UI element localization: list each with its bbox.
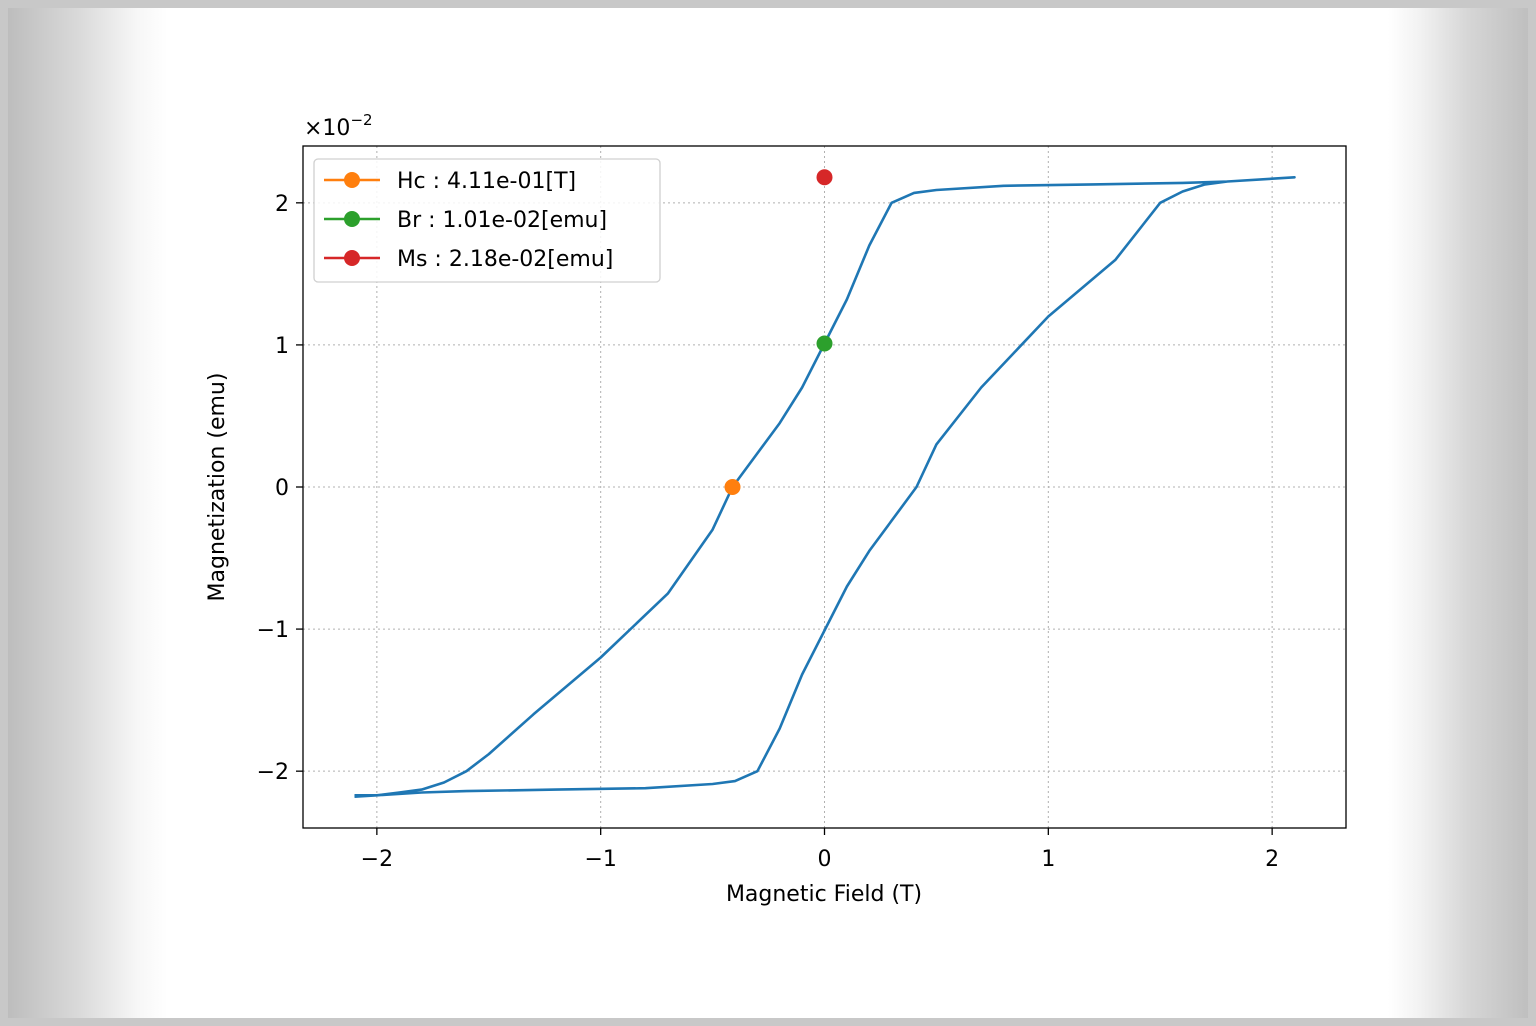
legend-marker (344, 172, 360, 188)
legend: Hc : 4.11e-01[T] Br : 1.01e-02[emu] Ms : 2… (313, 158, 661, 283)
y-tick-label: 0 (275, 476, 289, 501)
hysteresis-loop-line (354, 176, 1296, 798)
legend-entry-hc: Hc : 4.11e-01[T] (324, 169, 576, 194)
x-axis-label: Magnetic Field (T) (726, 882, 922, 907)
legend-entry-br: Br : 1.01e-02[emu] (324, 208, 607, 233)
x-tick-label: 0 (818, 847, 832, 872)
y-tick-label: 2 (275, 192, 289, 217)
y-tick-label: 1 (275, 334, 289, 359)
axis-ticks: −2 −1 0 1 2 −2 −1 0 1 2 (257, 192, 1280, 872)
ms-marker (816, 169, 833, 186)
x-tick-label: 1 (1041, 847, 1055, 872)
legend-label: Br : 1.01e-02[emu] (397, 208, 607, 233)
legend-entry-ms: Ms : 2.18e-02[emu] (324, 247, 613, 272)
y-axis-label: Magnetization (emu) (205, 373, 230, 602)
legend-marker (344, 211, 360, 227)
curve-layer (354, 176, 1296, 798)
br-marker (816, 335, 833, 352)
y-tick-label: −1 (257, 618, 289, 643)
x-tick-label: −1 (584, 847, 616, 872)
legend-marker (344, 250, 360, 266)
x-tick-label: 2 (1265, 847, 1279, 872)
x-tick-label: −2 (361, 847, 393, 872)
hc-marker (724, 479, 741, 495)
legend-box (313, 158, 661, 283)
y-tick-label: −2 (257, 760, 289, 785)
y-offset-text: ×10−2 (304, 111, 373, 141)
legend-label: Hc : 4.11e-01[T] (397, 169, 576, 194)
marker-layer (724, 169, 833, 495)
legend-label: Ms : 2.18e-02[emu] (397, 247, 613, 272)
